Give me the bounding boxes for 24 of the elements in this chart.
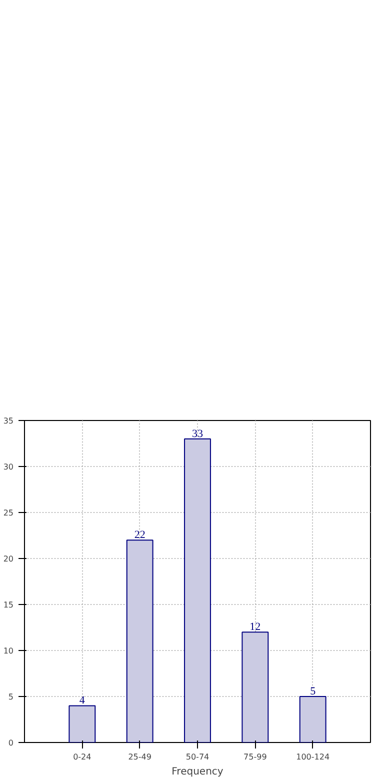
bar bbox=[126, 540, 154, 742]
bar bbox=[242, 632, 269, 742]
data-label: 5 bbox=[310, 686, 316, 698]
bar bbox=[299, 696, 326, 742]
y-tick-label: 5 bbox=[8, 692, 14, 702]
x-tick-label: 75-99 bbox=[244, 752, 267, 762]
x-tick-label: 25-49 bbox=[128, 752, 152, 762]
x-axis-title: Frequency bbox=[172, 766, 224, 778]
y-tick-label: 10 bbox=[3, 646, 14, 656]
y-tick-label: 0 bbox=[8, 738, 14, 748]
data-label: 4 bbox=[79, 694, 86, 707]
data-label: 22 bbox=[134, 529, 146, 542]
bar bbox=[184, 438, 211, 742]
data-label: 12 bbox=[250, 621, 261, 634]
y-tick-label: 25 bbox=[3, 508, 14, 518]
data-label: 33 bbox=[192, 428, 204, 440]
y-tick-label: 20 bbox=[3, 554, 14, 564]
x-tick-label: 0-24 bbox=[73, 752, 92, 762]
y-tick-label: 35 bbox=[3, 416, 14, 426]
bar bbox=[68, 705, 96, 742]
y-tick-label: 30 bbox=[3, 462, 14, 472]
x-tick-label: 50-74 bbox=[186, 752, 210, 762]
y-tick-label: 15 bbox=[3, 600, 14, 610]
x-tick-label: 100-124 bbox=[296, 752, 330, 762]
